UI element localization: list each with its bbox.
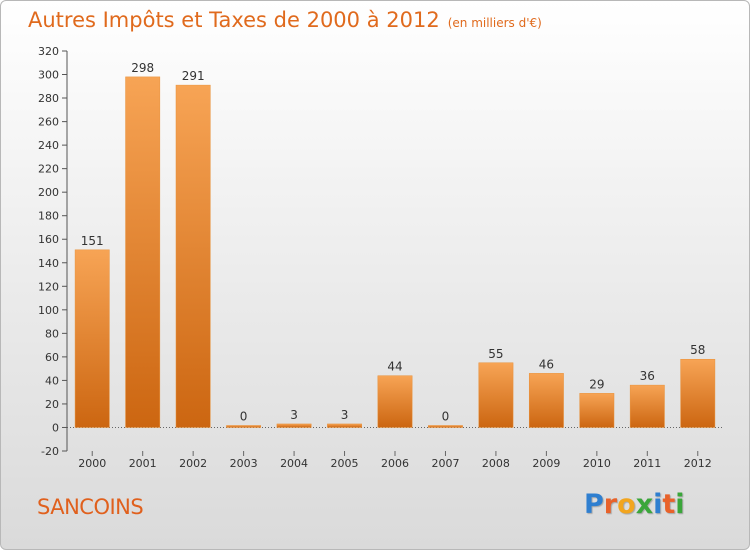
y-tick-label: 180 [38, 210, 59, 223]
logo-letter: i [653, 489, 663, 520]
value-label-2007: 0 [442, 409, 450, 423]
logo-letter: r [603, 489, 618, 520]
x-tick-label-2001: 2001 [129, 457, 157, 470]
x-tick-label-2004: 2004 [280, 457, 308, 470]
value-label-2012: 58 [690, 343, 705, 357]
x-tick-label-2009: 2009 [532, 457, 560, 470]
bar-2006 [377, 375, 413, 428]
x-axis: 2000 2001 2002 2003 2004 2005 2006 2007 2008 2009… [67, 426, 723, 470]
y-tick-label: 280 [38, 92, 59, 105]
x-tick-label-2002: 2002 [179, 457, 207, 470]
x-tick-label-2010: 2010 [583, 457, 611, 470]
chart-title: Autres Impôts et Taxes de 2000 à 2012 (en… [28, 8, 542, 32]
value-label-2011: 36 [640, 369, 655, 383]
value-labels: 151 298 291 0 3 3 44 0 55 46 29 36 58 [81, 61, 706, 424]
value-label-2005: 3 [341, 408, 349, 422]
y-tick-label: 100 [38, 304, 59, 317]
title-text: Autres Impôts et Taxes de 2000 à 2012 [28, 8, 440, 32]
bar-2005 [327, 423, 362, 428]
value-label-2009: 46 [539, 357, 554, 371]
y-tick-label: 80 [45, 327, 59, 340]
logo-letter: t [662, 489, 676, 520]
logo-letter: o [617, 489, 636, 520]
bar-2003 [226, 425, 262, 428]
y-tick-label: 300 [38, 69, 59, 82]
x-tick-label-2003: 2003 [230, 457, 258, 470]
x-tick-label-2012: 2012 [684, 457, 712, 470]
proxiti-logo: Proxiti [584, 489, 685, 520]
bars [74, 76, 716, 428]
value-label-2001: 298 [131, 61, 154, 75]
logo-letter: P [584, 489, 604, 520]
y-tick-label: 320 [38, 45, 59, 58]
x-tick-label-2006: 2006 [381, 457, 409, 470]
x-tick-label-2007: 2007 [431, 457, 459, 470]
logo-letter: i [675, 489, 685, 520]
title-unit: (en milliers d'€) [447, 16, 542, 30]
y-tick-label: 60 [45, 351, 59, 364]
x-tick-label-2000: 2000 [78, 457, 106, 470]
bar-2009 [528, 373, 564, 428]
value-label-2004: 3 [290, 408, 298, 422]
bar-2002 [175, 84, 211, 428]
x-tick-label-2008: 2008 [482, 457, 510, 470]
value-label-2002: 291 [182, 69, 205, 83]
bar-2010 [579, 393, 615, 428]
y-tick-label: 240 [38, 139, 59, 152]
y-axis: -20 0 20 40 60 80 100 120 140 160 180 200 220 240 260 2… [38, 45, 68, 458]
y-tick-label: 40 [45, 374, 59, 387]
bar-2012 [680, 358, 716, 428]
y-tick-label: 260 [38, 116, 59, 129]
x-tick-label-2011: 2011 [633, 457, 661, 470]
y-tick-label: 120 [38, 280, 59, 293]
y-tick-label: 0 [52, 421, 59, 434]
value-label-2008: 55 [488, 347, 503, 361]
y-tick-label: -20 [41, 445, 59, 458]
value-label-2003: 0 [240, 409, 248, 423]
y-tick-label: 140 [38, 257, 59, 270]
bar-2007 [428, 425, 463, 428]
x-tick-label-2005: 2005 [331, 457, 359, 470]
value-label-2006: 44 [387, 360, 402, 374]
bar-2001 [125, 76, 161, 428]
y-tick-label: 200 [38, 186, 59, 199]
logo-letter: x [635, 489, 654, 520]
y-tick-label: 20 [45, 398, 59, 411]
value-label-2000: 151 [81, 234, 104, 248]
place-name: SANCOINS [37, 495, 144, 519]
bar-2004 [276, 423, 312, 428]
value-label-2010: 29 [589, 377, 604, 391]
bar-2000 [74, 249, 110, 428]
y-tick-label: 220 [38, 163, 59, 176]
bar-2011 [629, 384, 665, 428]
y-tick-label: 160 [38, 233, 59, 246]
bar-2008 [478, 362, 514, 428]
